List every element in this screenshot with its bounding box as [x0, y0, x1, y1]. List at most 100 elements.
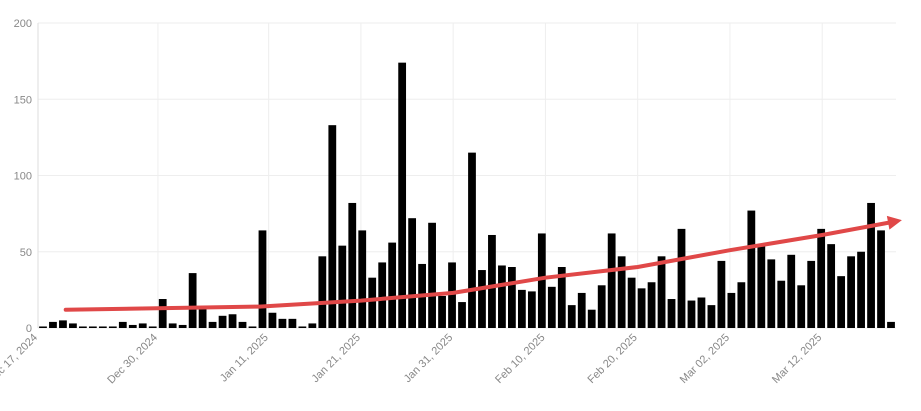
bar [857, 251, 865, 328]
x-tick-label: Jan 11, 2025 [218, 332, 271, 385]
bar [498, 265, 506, 328]
bar [158, 299, 167, 328]
bar [567, 305, 576, 329]
x-tick-label: Jan 21, 2025 [310, 332, 363, 385]
bar [697, 297, 706, 328]
bar [88, 326, 97, 328]
bar [647, 282, 656, 328]
bar [128, 324, 137, 328]
bar [138, 323, 147, 328]
bar [108, 326, 117, 328]
bar [687, 300, 696, 328]
bar [458, 302, 466, 328]
bar [657, 256, 666, 328]
bar [887, 321, 895, 328]
bar [837, 276, 846, 328]
bar [787, 254, 796, 328]
bar [188, 273, 197, 328]
bar [238, 321, 247, 328]
y-tick-label: 100 [14, 171, 32, 183]
bar [597, 285, 606, 328]
bar [827, 244, 836, 329]
bar [278, 318, 287, 328]
bar [488, 234, 496, 328]
bar [168, 323, 177, 328]
bar [408, 218, 417, 328]
x-tick-label: Dec 17, 2024 [0, 332, 40, 387]
x-tick-label: Mar 12, 2025 [770, 332, 824, 386]
bars [39, 62, 895, 329]
bar [747, 210, 756, 328]
bar [547, 286, 556, 328]
bar [208, 321, 217, 328]
bar [378, 262, 387, 328]
bar [537, 233, 546, 328]
bar [438, 295, 446, 328]
bar [478, 270, 486, 328]
bar [148, 326, 157, 328]
trend-line-path [63, 219, 898, 312]
bar [178, 324, 187, 328]
bar [867, 202, 875, 328]
bar [527, 291, 536, 328]
bar [577, 292, 586, 328]
bar [587, 309, 596, 328]
grid [37, 22, 896, 329]
bar [627, 277, 636, 328]
bar [807, 260, 816, 328]
bar [737, 282, 746, 328]
bar [847, 256, 855, 328]
bar [79, 326, 87, 328]
bar [717, 260, 726, 328]
bar [268, 312, 277, 328]
bar [118, 321, 127, 328]
bar [338, 245, 347, 328]
x-tick-label: Feb 10, 2025 [493, 332, 547, 386]
bar [328, 125, 337, 328]
bar [817, 228, 826, 329]
y-tick-label: 50 [20, 247, 32, 259]
bar [607, 233, 616, 328]
bar [707, 305, 716, 329]
x-tick-label: Dec 30, 2024 [105, 332, 160, 387]
bar [308, 323, 317, 328]
bar [797, 285, 806, 328]
bar [318, 256, 327, 328]
bar [727, 292, 736, 328]
x-tick-label: Jan 31, 2025 [402, 332, 455, 385]
bar [388, 242, 397, 328]
bar [677, 228, 686, 329]
y-axis: 0 50 100 150 200 [14, 18, 32, 335]
y-tick-label: 0 [26, 323, 32, 335]
bar [428, 222, 436, 328]
bar [448, 262, 456, 328]
bar [517, 289, 526, 329]
bar [777, 280, 786, 328]
bar [248, 326, 257, 328]
bar [767, 259, 776, 329]
bar [508, 267, 516, 328]
bar [468, 152, 476, 329]
bar [368, 277, 377, 328]
bar [358, 230, 367, 328]
trend-arrowhead-icon [886, 215, 902, 230]
x-tick-label: Mar 02, 2025 [678, 332, 732, 386]
bar [39, 326, 47, 328]
bar [98, 326, 107, 328]
bar [218, 315, 227, 328]
bar [288, 318, 297, 328]
bar [228, 314, 237, 328]
bar [298, 326, 307, 328]
bar [637, 288, 646, 328]
bar [398, 62, 407, 329]
bar [198, 308, 207, 328]
bar [59, 320, 67, 329]
bar [877, 230, 885, 328]
x-tick-label: Feb 20, 2025 [585, 332, 639, 386]
trend-line [63, 215, 902, 312]
bar [557, 267, 566, 328]
bar [757, 244, 766, 329]
y-tick-label: 200 [14, 18, 32, 30]
bar [69, 323, 77, 328]
